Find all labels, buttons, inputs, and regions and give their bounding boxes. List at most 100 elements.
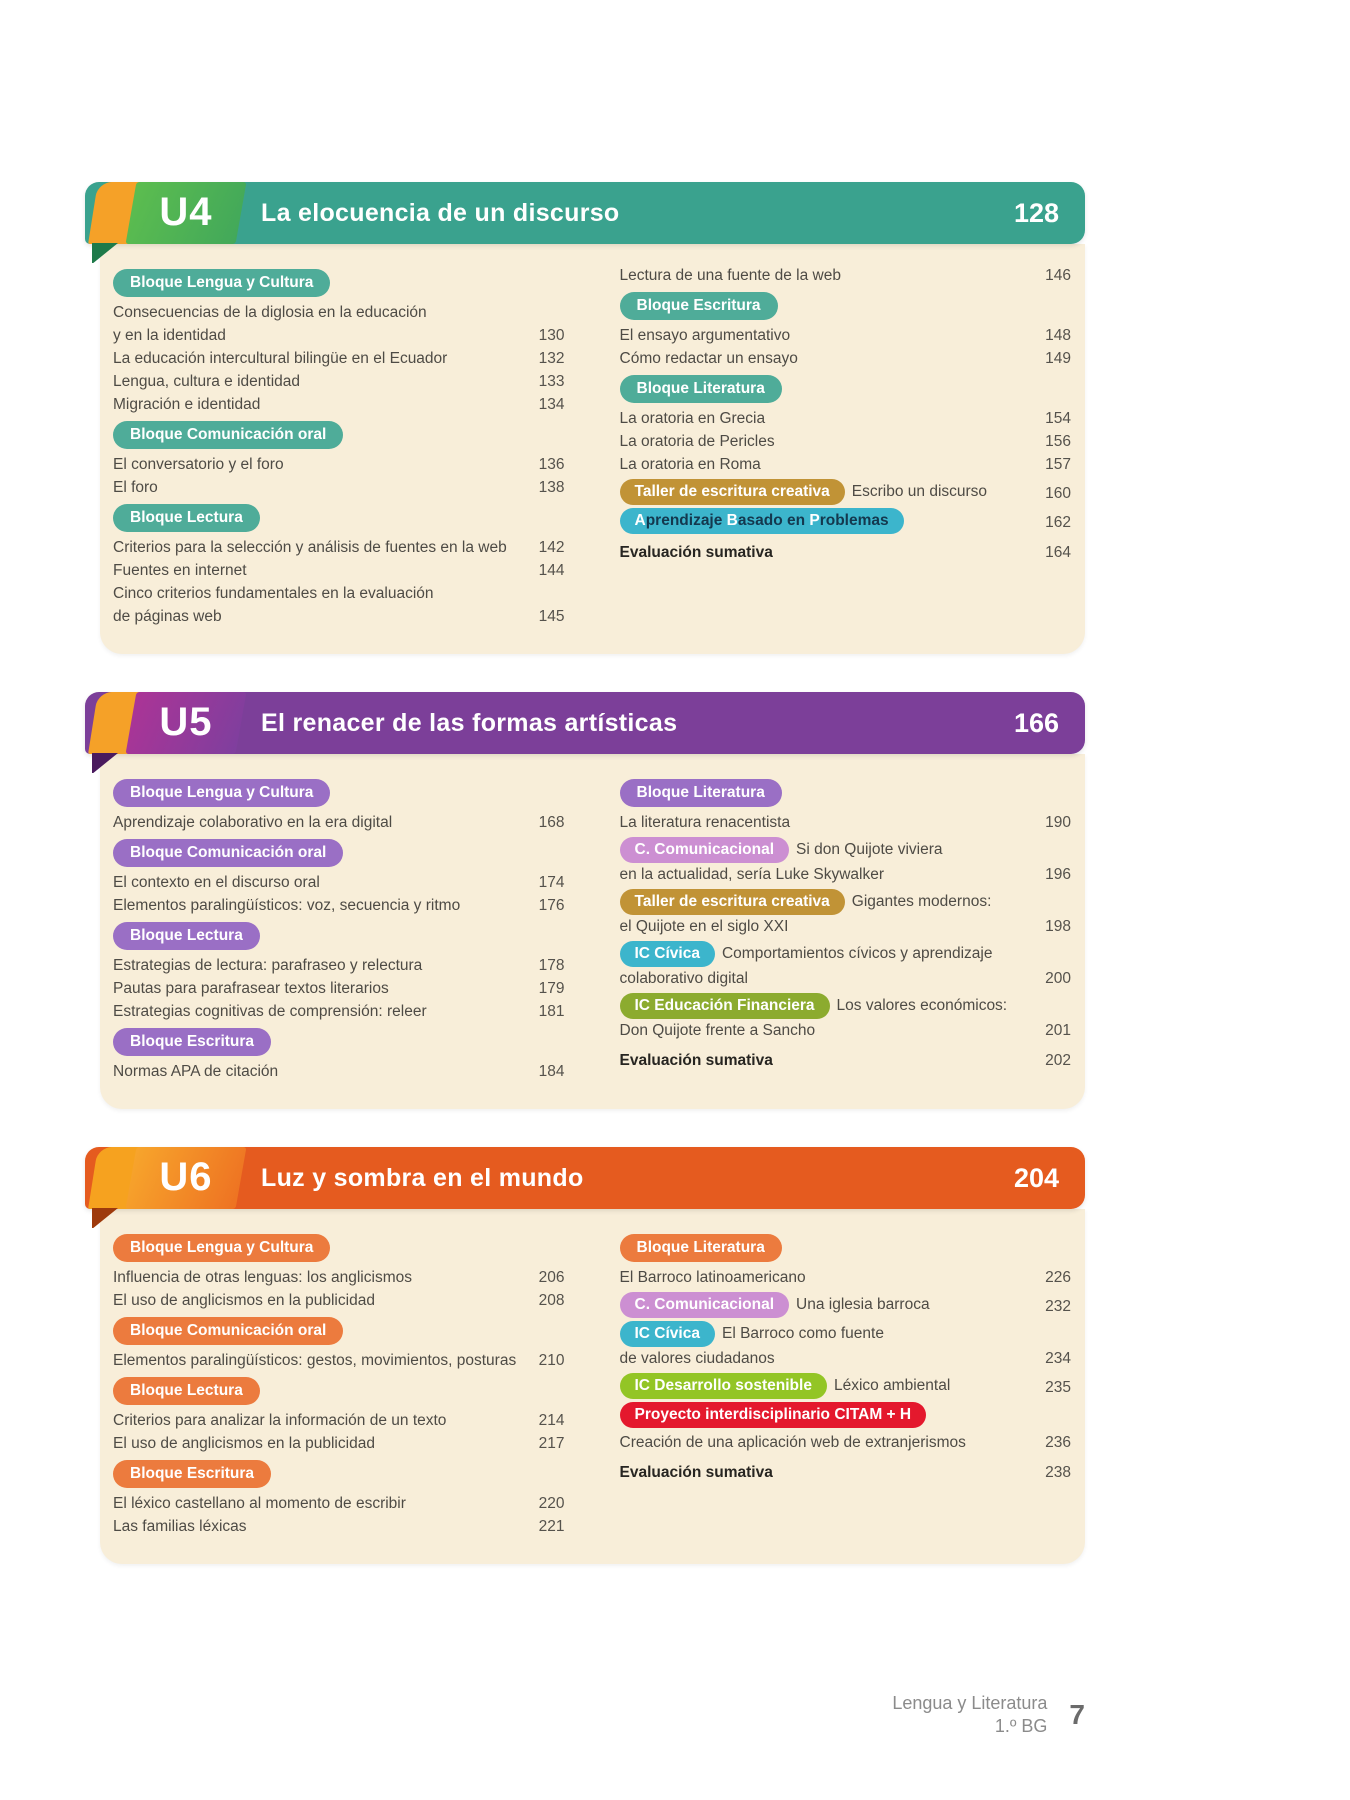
entry-page-number: 206 [538,1269,565,1286]
entry-page-number: 179 [538,980,565,997]
entry-title: Evaluación sumativa [619,1464,773,1481]
toc-entry: Migración e identidad 134 [113,393,565,416]
page-footer: Lengua y Literatura 1.º BG 7 [85,1692,1085,1738]
block-pill-label: Bloque Escritura [619,292,778,320]
toc-entry: Criterios para analizar la información d… [113,1409,565,1432]
unit-card-u6: U6 Luz y sombra en el mundo 204 Bloque L… [85,1147,1085,1564]
block-pill-label: Bloque Escritura [113,1028,272,1056]
toc-entry: Proyecto interdisciplinario CITAM + H [619,1402,1072,1428]
toc-entry: Consecuencias de la diglosia en la educa… [113,301,565,347]
entry-title: Criterios para analizar la información d… [113,1412,447,1429]
feature-pill-label: C. Comunicacional [619,1292,790,1318]
toc-entry: Estrategias de lectura: parafraseo y rel… [113,954,565,977]
entry-page-number: 198 [1045,918,1071,935]
block-pill-row: Bloque Comunicación oral [113,421,565,449]
block-pill-row: Bloque Literatura [619,375,1072,403]
block-pill-row: Bloque Escritura [113,1028,565,1056]
toc-entry: La oratoria de Pericles 156 [620,430,1072,453]
toc-entry: Aprendizaje colaborativo en la era digit… [113,811,565,834]
toc-entry: Influencia de otras lenguas: los anglici… [113,1266,565,1289]
unit-banner-u4: U4 La elocuencia de un discurso 128 [85,182,1085,263]
toc-entry: Aprendizaje Basado en Problemas 162 [619,508,1071,534]
footer-page-number: 7 [1069,1699,1085,1730]
entry-page-number: 144 [538,562,565,579]
block-pill-label: Bloque Lectura [113,504,260,532]
unit-start-page: 204 [1013,1162,1059,1193]
feature-pill-label: Proyecto interdisciplinario CITAM + H [619,1402,927,1428]
entry-title-text: Léxico ambiental [833,1377,951,1394]
entry-title: Taller de escritura creativa Escribo un d… [619,479,1032,505]
block-pill-label: Bloque Literatura [619,779,782,807]
toc-column-right: Lectura de una fuente de la web 146 Bloque… [619,264,1072,628]
entry-title: La oratoria en Roma [619,456,761,473]
toc-entry: Evaluación sumativa 238 [620,1461,1072,1484]
toc-entry: Evaluación sumativa 202 [620,1049,1072,1072]
entry-title: El ensayo argumentativo [619,327,791,344]
block-pill-row: Bloque Lengua y Cultura [113,779,565,807]
unit-card-u5: U5 El renacer de las formas artísticas 1… [85,692,1085,1109]
toc-entry: El uso de anglicismos en la publicidad 21… [113,1432,565,1455]
block-pill-row: Bloque Comunicación oral [113,839,565,867]
toc-entry: Creación de una aplicación web de extran… [620,1431,1072,1454]
entry-page-number: 190 [1045,814,1071,831]
entry-title: Cinco criterios fundamentales en la eval… [113,585,434,625]
entry-page-number: 226 [1045,1269,1071,1286]
toc-entry: Cómo redactar un ensayo 149 [620,347,1072,370]
unit-title: Luz y sombra en el mundo [261,1163,584,1192]
entry-page-number: 221 [538,1518,565,1535]
entry-title: IC Desarrollo sostenible Léxico ambiental [619,1373,1032,1399]
unit-body: Bloque Lengua y Cultura Aprendizaje colab… [100,754,1085,1109]
block-pill-row: Bloque Lectura [113,1377,565,1405]
unit-label: U4 [159,190,213,234]
toc-entry: IC Desarrollo sostenible Léxico ambiental… [619,1373,1071,1399]
toc-entry: El léxico castellano al momento de escri… [113,1492,565,1515]
unit-body: Bloque Lengua y Cultura Influencia de otr… [100,1209,1085,1564]
toc-entry: C. Comunicacional Si don Quijote viviera … [619,837,1071,886]
entry-title-text: El Barroco como fuente de valores ciudad… [619,1325,884,1367]
toc-entry: Lectura de una fuente de la web 146 [620,264,1072,287]
toc-entry: Fuentes en internet 144 [113,559,565,582]
entry-page-number: 181 [538,1003,565,1020]
toc-entry: Lengua, cultura e identidad 133 [113,370,565,393]
entry-page-number: 156 [1045,433,1071,450]
feature-pill-label: IC Cívica [619,941,715,967]
entry-page-number: 157 [1045,456,1071,473]
entry-title: El foro [113,479,158,496]
entry-title: IC Educación Financiera Los valores econó… [619,993,1032,1042]
entry-page-number: 142 [538,539,565,556]
entry-title: IC Cívica El Barroco como fuente de valor… [619,1321,1032,1370]
toc-column-right: Bloque Literatura La literatura renacenti… [619,774,1072,1083]
unit-banner-u6: U6 Luz y sombra en el mundo 204 [85,1147,1085,1228]
feature-pill-label: C. Comunicacional [619,837,790,863]
entry-page-number: 236 [1045,1434,1071,1451]
abp-segment: B [726,512,738,529]
entry-page-number: 162 [1045,514,1071,531]
unit-body: Bloque Lengua y Cultura Consecuencias de … [100,244,1085,654]
block-pill-label: Bloque Literatura [619,1234,782,1262]
entry-page-number: 146 [1045,267,1071,284]
block-pill-label: Bloque Comunicación oral [113,421,344,449]
feature-pill-label: IC Desarrollo sostenible [619,1373,827,1399]
entry-title: El Barroco latinoamericano [619,1269,806,1286]
feature-pill-label: IC Educación Financiera [619,993,830,1019]
entry-title: Aprendizaje Basado en Problemas [619,508,1032,534]
feature-pill-label: IC Cívica [619,1321,715,1347]
block-pill-row: Bloque Lectura [113,504,565,532]
entry-title: Proyecto interdisciplinario CITAM + H [619,1402,1032,1428]
block-pill-row: Bloque Literatura [619,1234,1072,1262]
entry-page-number: 217 [538,1435,565,1452]
entry-page-number: 154 [1045,410,1071,427]
entry-page-number: 164 [1045,544,1071,561]
block-pill-row: Bloque Escritura [113,1460,565,1488]
entry-page-number: 132 [538,350,565,367]
block-pill-label: Bloque Lectura [113,1377,260,1405]
entry-page-number: 149 [1045,350,1071,367]
entry-page-number: 145 [538,608,565,625]
abp-segment: prendizaje [645,512,727,529]
toc-entry: El Barroco latinoamericano 226 [620,1266,1072,1289]
abp-segment: A [634,512,646,529]
entry-title: Evaluación sumativa [619,1052,773,1069]
unit-start-page: 166 [1013,707,1059,738]
entry-page-number: 232 [1045,1298,1071,1315]
